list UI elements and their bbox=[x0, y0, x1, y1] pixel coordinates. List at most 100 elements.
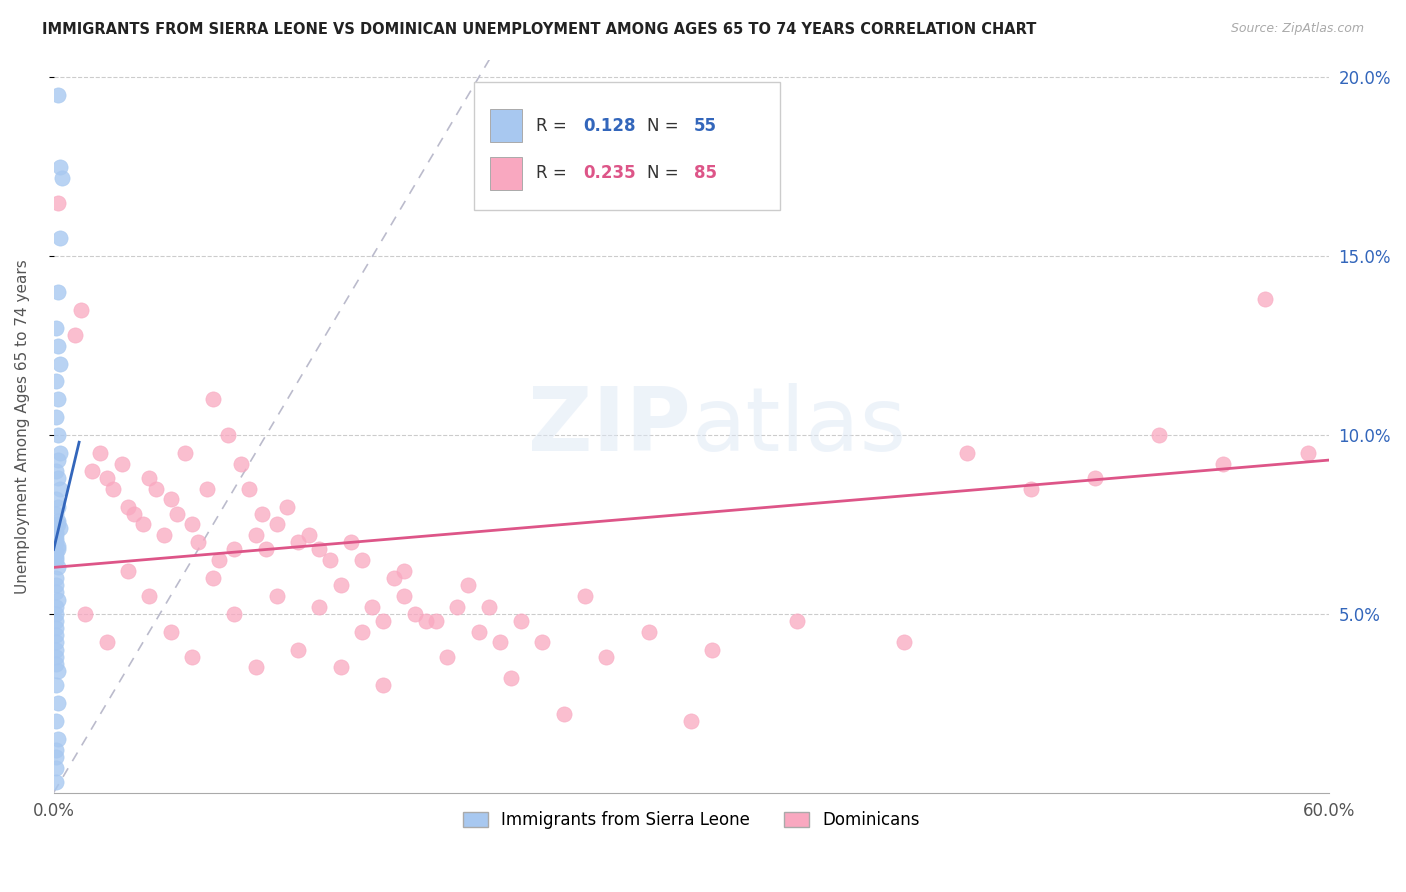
Point bbox=[46, 88, 69, 103]
Point bbox=[574, 589, 596, 603]
Point bbox=[457, 578, 479, 592]
Point bbox=[180, 517, 202, 532]
Point bbox=[159, 624, 181, 639]
Point bbox=[45, 607, 67, 621]
Point bbox=[45, 750, 67, 764]
Point bbox=[245, 660, 267, 674]
Point bbox=[1019, 482, 1042, 496]
Point bbox=[394, 564, 416, 578]
Text: R =: R = bbox=[536, 117, 572, 135]
Point bbox=[159, 492, 181, 507]
Point bbox=[49, 482, 72, 496]
Point bbox=[46, 500, 69, 514]
Point bbox=[229, 457, 252, 471]
Point bbox=[174, 446, 197, 460]
Point bbox=[510, 614, 533, 628]
Point bbox=[45, 571, 67, 585]
Point bbox=[46, 195, 69, 210]
Point bbox=[1211, 457, 1233, 471]
Point bbox=[702, 642, 724, 657]
Point bbox=[46, 539, 69, 553]
Point bbox=[89, 446, 111, 460]
Point bbox=[46, 514, 69, 528]
Point bbox=[46, 517, 69, 532]
Point bbox=[404, 607, 426, 621]
Point bbox=[145, 482, 167, 496]
Point bbox=[124, 507, 146, 521]
Point bbox=[46, 453, 69, 467]
Point bbox=[45, 535, 67, 549]
Text: R =: R = bbox=[536, 164, 572, 182]
Point bbox=[49, 446, 72, 460]
Point bbox=[45, 621, 67, 635]
Point bbox=[75, 607, 97, 621]
Point bbox=[499, 671, 522, 685]
Point bbox=[45, 614, 67, 628]
Point bbox=[45, 532, 67, 546]
Text: N =: N = bbox=[647, 164, 683, 182]
Point bbox=[45, 492, 67, 507]
Point bbox=[45, 585, 67, 599]
Point bbox=[45, 464, 67, 478]
Point bbox=[63, 327, 86, 342]
Point bbox=[254, 542, 277, 557]
Point bbox=[266, 517, 288, 532]
Text: 0.235: 0.235 bbox=[583, 164, 636, 182]
Point bbox=[45, 549, 67, 564]
Point bbox=[45, 649, 67, 664]
Point bbox=[350, 553, 373, 567]
Point bbox=[319, 553, 342, 567]
Point bbox=[371, 614, 394, 628]
Point bbox=[49, 521, 72, 535]
Point bbox=[276, 500, 298, 514]
Point bbox=[46, 428, 69, 442]
Point bbox=[46, 592, 69, 607]
Point bbox=[238, 482, 260, 496]
Point bbox=[45, 628, 67, 642]
Point bbox=[250, 507, 273, 521]
Point bbox=[1084, 471, 1107, 485]
Point bbox=[45, 553, 67, 567]
Point bbox=[46, 285, 69, 299]
Text: Source: ZipAtlas.com: Source: ZipAtlas.com bbox=[1230, 22, 1364, 36]
Point bbox=[132, 517, 155, 532]
Point bbox=[266, 589, 288, 603]
Point bbox=[46, 471, 69, 485]
Text: ZIP: ZIP bbox=[529, 383, 692, 469]
Point bbox=[308, 542, 330, 557]
Point bbox=[45, 775, 67, 789]
Point bbox=[46, 392, 69, 407]
Point bbox=[46, 560, 69, 574]
Point bbox=[49, 160, 72, 174]
Point bbox=[394, 589, 416, 603]
Y-axis label: Unemployment Among Ages 65 to 74 years: Unemployment Among Ages 65 to 74 years bbox=[15, 259, 30, 593]
Point bbox=[180, 649, 202, 664]
Point bbox=[195, 482, 218, 496]
Point bbox=[786, 614, 808, 628]
Point bbox=[681, 714, 703, 728]
Point bbox=[350, 624, 373, 639]
Point bbox=[46, 339, 69, 353]
Point bbox=[45, 507, 67, 521]
Point bbox=[489, 635, 512, 649]
Point bbox=[531, 635, 554, 649]
Point bbox=[49, 357, 72, 371]
Point bbox=[45, 642, 67, 657]
Point bbox=[45, 578, 67, 592]
Text: N =: N = bbox=[647, 117, 683, 135]
Bar bbox=[489, 157, 522, 190]
Text: 55: 55 bbox=[693, 117, 717, 135]
Point bbox=[46, 696, 69, 710]
Point bbox=[371, 678, 394, 692]
Point bbox=[1147, 428, 1170, 442]
Point bbox=[111, 457, 134, 471]
Point bbox=[45, 546, 67, 560]
Point bbox=[166, 507, 188, 521]
Point bbox=[308, 599, 330, 614]
Point bbox=[46, 664, 69, 678]
Point bbox=[224, 542, 246, 557]
Point bbox=[138, 471, 160, 485]
Point bbox=[45, 599, 67, 614]
Point bbox=[1254, 292, 1277, 306]
Point bbox=[893, 635, 915, 649]
